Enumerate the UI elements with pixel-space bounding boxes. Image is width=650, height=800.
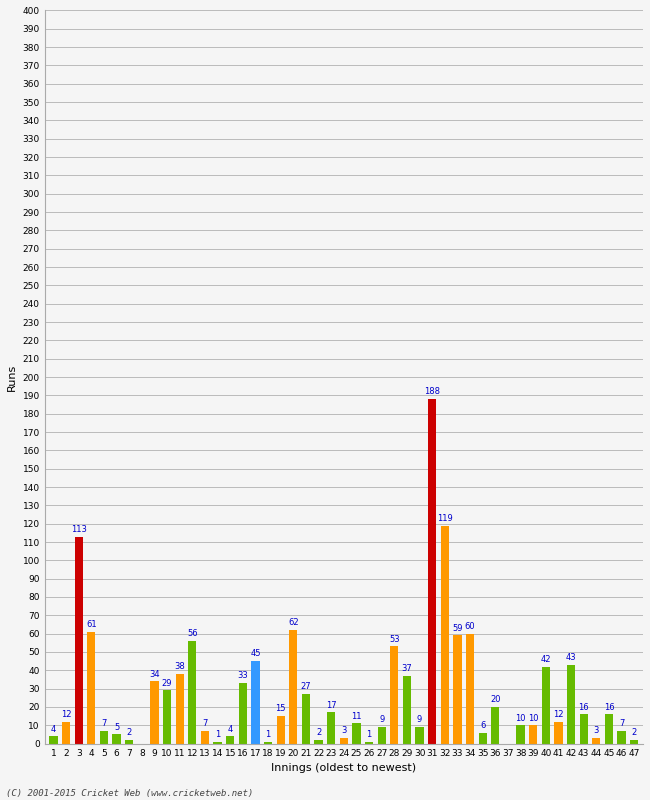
Bar [390, 646, 398, 744]
Text: (C) 2001-2015 Cricket Web (www.cricketweb.net): (C) 2001-2015 Cricket Web (www.cricketwe… [6, 790, 254, 798]
Bar [252, 661, 259, 744]
Text: 1: 1 [367, 730, 372, 739]
Text: 16: 16 [578, 702, 589, 711]
Text: 2: 2 [127, 728, 132, 738]
Text: 12: 12 [61, 710, 72, 719]
Bar [580, 714, 588, 744]
Text: 29: 29 [162, 678, 172, 688]
Bar [478, 733, 487, 744]
Bar [87, 632, 96, 744]
Bar [264, 742, 272, 744]
Text: 188: 188 [424, 387, 440, 396]
Text: 38: 38 [174, 662, 185, 671]
Bar [188, 641, 196, 744]
Bar [428, 399, 436, 744]
Text: 33: 33 [237, 671, 248, 681]
Text: 7: 7 [619, 719, 624, 728]
Bar [289, 630, 298, 744]
Text: 3: 3 [593, 726, 599, 735]
Text: 7: 7 [202, 719, 207, 728]
X-axis label: Innings (oldest to newest): Innings (oldest to newest) [271, 763, 417, 773]
Text: 7: 7 [101, 719, 107, 728]
Bar [226, 736, 234, 744]
Bar [62, 722, 70, 744]
Bar [315, 740, 322, 744]
Text: 56: 56 [187, 630, 198, 638]
Bar [378, 727, 386, 744]
Bar [163, 690, 171, 744]
Bar [517, 726, 525, 744]
Bar [302, 694, 310, 744]
Text: 10: 10 [515, 714, 526, 722]
Text: 34: 34 [149, 670, 160, 678]
Text: 37: 37 [402, 664, 412, 673]
Text: 53: 53 [389, 634, 400, 644]
Y-axis label: Runs: Runs [7, 363, 17, 390]
Bar [466, 634, 474, 744]
Bar [150, 682, 159, 744]
Text: 60: 60 [465, 622, 475, 631]
Bar [340, 738, 348, 744]
Bar [125, 740, 133, 744]
Bar [491, 707, 499, 744]
Bar [100, 731, 108, 744]
Bar [605, 714, 613, 744]
Text: 16: 16 [604, 702, 614, 711]
Text: 43: 43 [566, 653, 577, 662]
Text: 1: 1 [265, 730, 270, 739]
Text: 27: 27 [301, 682, 311, 691]
Text: 11: 11 [351, 712, 361, 721]
Bar [453, 635, 461, 744]
Bar [327, 713, 335, 744]
Text: 12: 12 [553, 710, 564, 719]
Text: 45: 45 [250, 650, 261, 658]
Bar [554, 722, 562, 744]
Text: 2: 2 [316, 728, 321, 738]
Text: 119: 119 [437, 514, 452, 522]
Bar [365, 742, 373, 744]
Bar [352, 723, 361, 744]
Bar [201, 731, 209, 744]
Bar [441, 526, 449, 744]
Bar [403, 676, 411, 744]
Text: 17: 17 [326, 701, 337, 710]
Text: 5: 5 [114, 722, 119, 732]
Text: 42: 42 [541, 655, 551, 664]
Bar [541, 666, 550, 744]
Bar [213, 742, 222, 744]
Bar [112, 734, 121, 744]
Text: 2: 2 [632, 728, 637, 738]
Text: 1: 1 [215, 730, 220, 739]
Text: 3: 3 [341, 726, 346, 735]
Bar [75, 537, 83, 744]
Text: 61: 61 [86, 620, 97, 629]
Bar [176, 674, 184, 744]
Bar [239, 683, 247, 744]
Bar [529, 726, 538, 744]
Text: 9: 9 [379, 715, 384, 724]
Text: 59: 59 [452, 624, 463, 633]
Text: 20: 20 [490, 695, 501, 704]
Bar [277, 716, 285, 744]
Bar [415, 727, 424, 744]
Bar [49, 736, 58, 744]
Text: 4: 4 [51, 725, 56, 734]
Bar [618, 731, 626, 744]
Text: 9: 9 [417, 715, 423, 724]
Text: 4: 4 [227, 725, 233, 734]
Text: 6: 6 [480, 721, 486, 730]
Bar [630, 740, 638, 744]
Text: 10: 10 [528, 714, 538, 722]
Bar [592, 738, 601, 744]
Bar [567, 665, 575, 744]
Text: 62: 62 [288, 618, 298, 627]
Text: 113: 113 [71, 525, 86, 534]
Text: 15: 15 [276, 704, 286, 714]
